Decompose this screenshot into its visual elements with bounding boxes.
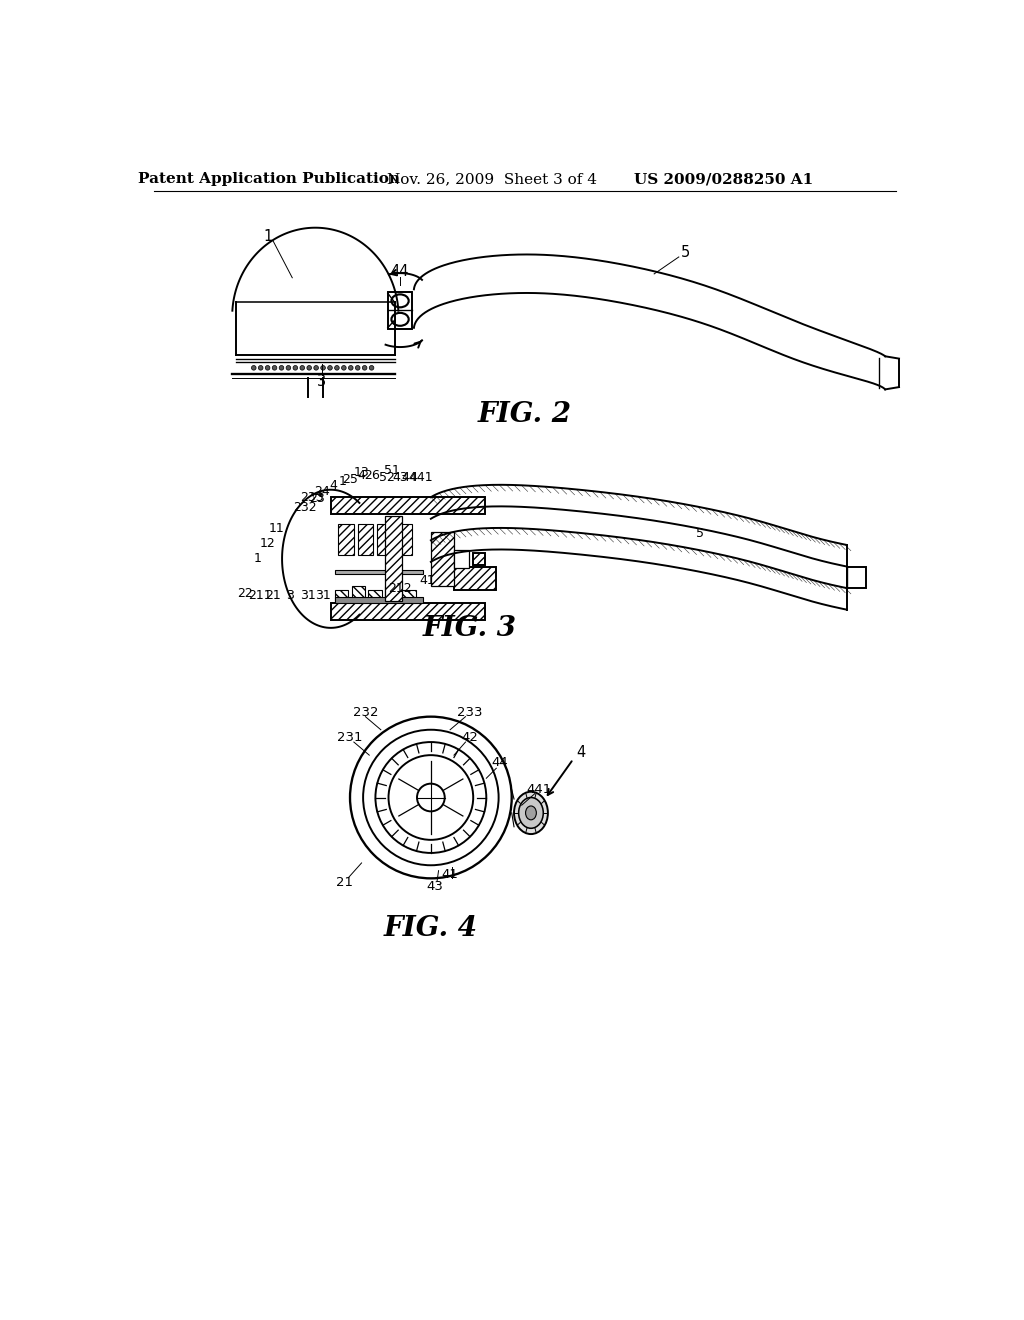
Circle shape [321,366,326,370]
Text: 31: 31 [315,589,331,602]
Circle shape [265,366,270,370]
Text: 11: 11 [269,521,285,535]
Circle shape [280,366,284,370]
Text: 3: 3 [317,374,326,389]
Text: 232: 232 [293,500,316,513]
Circle shape [286,366,291,370]
Text: 31: 31 [300,589,315,602]
Circle shape [293,366,298,370]
Text: 441: 441 [526,783,551,796]
Circle shape [342,366,346,370]
Bar [357,524,373,554]
Text: 23: 23 [309,492,325,506]
Text: 24: 24 [313,486,330,499]
Bar [331,498,484,515]
Text: 21: 21 [336,875,353,888]
Circle shape [328,366,333,370]
Text: US 2009/0288250 A1: US 2009/0288250 A1 [634,172,813,186]
Bar [335,590,348,601]
Text: 211: 211 [248,589,271,602]
Text: 25: 25 [342,473,358,486]
Text: 22: 22 [237,587,252,601]
Ellipse shape [525,807,537,820]
Circle shape [272,366,276,370]
Bar [454,566,497,590]
Bar [351,586,366,601]
Bar [402,590,416,601]
Text: 41: 41 [419,574,435,587]
Text: 43: 43 [426,879,443,892]
Text: 42: 42 [461,731,478,744]
Text: 43: 43 [392,471,408,483]
Text: 233: 233 [457,706,482,719]
Bar [396,524,412,554]
Ellipse shape [514,792,548,834]
Text: FIG. 4: FIG. 4 [384,915,478,942]
Text: 12: 12 [260,537,275,550]
Text: 233: 233 [300,491,324,504]
Circle shape [348,366,353,370]
Text: 44: 44 [401,471,417,483]
Circle shape [335,366,339,370]
Bar [847,566,866,589]
Text: 4: 4 [577,746,586,760]
Circle shape [370,366,374,370]
Text: 51: 51 [384,463,400,477]
Bar [335,570,423,574]
Bar [388,292,413,329]
Text: 231: 231 [337,731,362,744]
Text: Nov. 26, 2009  Sheet 3 of 4: Nov. 26, 2009 Sheet 3 of 4 [387,172,597,186]
Text: 212: 212 [388,582,412,594]
Bar [335,597,423,603]
Bar [369,590,382,601]
Text: 3: 3 [286,589,294,602]
Circle shape [252,366,256,370]
Circle shape [355,366,360,370]
Text: Patent Application Publication: Patent Application Publication [138,172,400,186]
Text: 441: 441 [410,471,433,483]
Circle shape [300,366,304,370]
Bar [377,524,392,554]
Text: 6: 6 [372,469,379,482]
Text: 5: 5 [680,244,689,260]
Text: 1: 1 [339,475,347,488]
Text: 41: 41 [441,869,459,880]
Bar [473,553,484,565]
Text: 1: 1 [263,230,272,244]
Text: 232: 232 [352,706,378,719]
Bar [385,586,399,601]
Text: FIG. 2: FIG. 2 [478,400,571,428]
Bar [331,603,484,620]
Circle shape [313,366,318,370]
Text: 13: 13 [353,466,370,479]
Text: 42: 42 [357,469,374,482]
Text: 52: 52 [379,471,395,483]
Circle shape [307,366,311,370]
Text: 4: 4 [329,479,337,492]
Ellipse shape [518,797,544,829]
Text: 1: 1 [254,552,261,565]
Circle shape [258,366,263,370]
Bar [431,532,454,586]
Bar [339,524,354,554]
Text: FIG. 3: FIG. 3 [422,615,516,642]
Bar [454,549,469,568]
Text: 44: 44 [492,756,509,770]
Bar [385,516,401,601]
Circle shape [362,366,367,370]
Text: 44: 44 [391,264,410,279]
Text: 5: 5 [696,527,705,540]
Text: 21: 21 [265,589,281,602]
